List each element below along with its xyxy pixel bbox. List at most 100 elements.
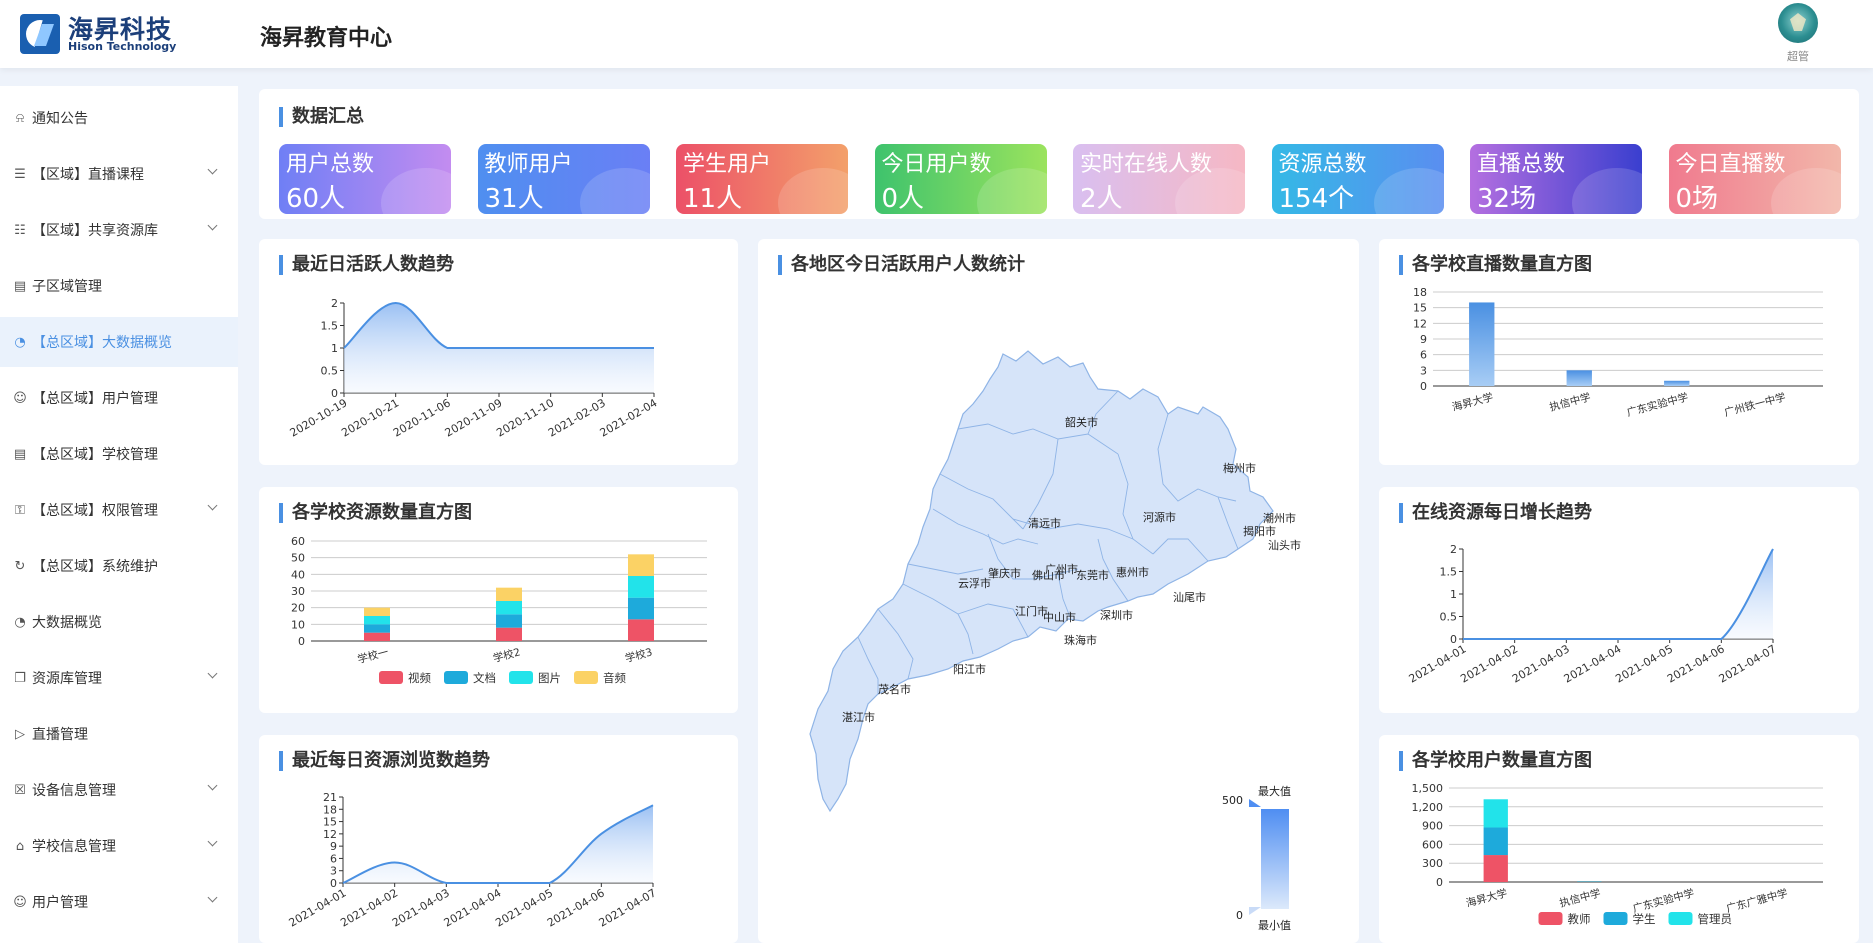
city-label[interactable]: 河源市: [1143, 510, 1176, 524]
sidebar-item-13[interactable]: ⌂ 学校信息管理: [0, 821, 238, 871]
city-label[interactable]: 梅州市: [1223, 461, 1256, 475]
x-tick-label: 执信中学: [1548, 390, 1592, 413]
x-tick-label: 2021-04-02: [338, 886, 400, 929]
bar-segment: [1483, 827, 1508, 856]
y-tick-label: 40: [291, 568, 305, 581]
stat-card[interactable]: 用户总数 60人: [279, 144, 451, 214]
city-label[interactable]: 广州市: [1045, 562, 1078, 576]
city-label[interactable]: 珠海市: [1064, 633, 1097, 647]
stat-card-label: 今日用户数: [881, 152, 992, 177]
sidebar-item-1[interactable]: ☰ 【区域】直播课程: [0, 149, 238, 199]
visual-map-handle-top[interactable]: [1249, 799, 1261, 807]
city-label[interactable]: 潮州市: [1263, 511, 1296, 525]
city-label[interactable]: 韶关市: [1065, 415, 1098, 429]
region-borders: [857, 390, 1239, 694]
sidebar-item-11[interactable]: ▷ 直播管理: [0, 709, 238, 759]
stat-card-label: 用户总数: [286, 152, 375, 177]
legend-label: 音频: [603, 671, 626, 685]
x-tick-label: 2021-02-04: [598, 396, 660, 439]
summary-title: 数据汇总: [279, 107, 364, 127]
bar-segment: [628, 554, 654, 576]
visual-map[interactable]: 最大值 最小值 500 0: [1222, 784, 1291, 932]
city-label[interactable]: 惠州市: [1116, 565, 1149, 579]
sidebar-item-10[interactable]: ❐ 资源库管理: [0, 653, 238, 703]
pie-chart-icon: ◔: [14, 614, 26, 630]
stat-card-label: 直播总数: [1477, 152, 1566, 177]
chevron-down-icon[interactable]: [207, 780, 218, 791]
city-label[interactable]: 揭阳市: [1243, 524, 1276, 538]
key-icon: ⚿: [15, 502, 25, 518]
city-label[interactable]: 深圳市: [1100, 608, 1133, 622]
brand-logo[interactable]: 海昇科技 Hison Technology: [20, 12, 180, 56]
city-label[interactable]: 汕头市: [1268, 538, 1301, 552]
chevron-down-icon[interactable]: [207, 220, 218, 231]
city-label[interactable]: 东莞市: [1076, 568, 1109, 582]
city-label[interactable]: 清远市: [1028, 516, 1061, 530]
visual-map-handle-bottom[interactable]: [1249, 907, 1261, 915]
city-label[interactable]: 佛山市: [1032, 568, 1065, 582]
sidebar-item-2[interactable]: ☷ 【区域】共享资源库: [0, 205, 238, 255]
stat-card[interactable]: 今日直播数 0场: [1668, 144, 1841, 214]
refresh-icon: ↻: [14, 558, 26, 574]
x-tick-label: 2021-04-05: [1613, 642, 1675, 685]
pie-chart-icon: ◔: [14, 334, 26, 350]
stat-card[interactable]: 教师用户 31人: [477, 144, 650, 214]
logo-icon: [20, 14, 60, 54]
bar-segment: [364, 616, 390, 625]
stat-card-value: 11人: [683, 184, 743, 214]
sidebar-item-4[interactable]: ◔ 【总区域】大数据概览: [0, 317, 238, 367]
visual-map-bar[interactable]: [1261, 809, 1289, 909]
sidebar-item-label: 【总区域】用户管理: [32, 391, 158, 407]
sidebar-item-12[interactable]: ☒ 设备信息管理: [0, 765, 238, 815]
city-label[interactable]: 中山市: [1043, 610, 1076, 624]
city-label[interactable]: 江门市: [1015, 604, 1048, 618]
city-label[interactable]: 汕尾市: [1173, 590, 1206, 604]
sidebar-item-label: 通知公告: [32, 111, 88, 127]
guangdong-province-shape[interactable]: [809, 350, 1274, 813]
stat-card[interactable]: 直播总数 32场: [1470, 144, 1642, 214]
browse-trend-chart: 0369121518212021-04-012021-04-022021-04-…: [287, 791, 659, 930]
stat-card[interactable]: 今日用户数 0人: [874, 144, 1047, 214]
x-tick-label: 2021-04-06: [1665, 642, 1727, 685]
sidebar-item-14[interactable]: ☺ 用户管理: [0, 877, 238, 927]
sidebar-item-9[interactable]: ◔ 大数据概览: [0, 597, 238, 647]
sidebar-item-5[interactable]: ☺ 【总区域】用户管理: [0, 373, 238, 423]
y-tick-label: 9: [330, 840, 337, 853]
sidebar-item-7[interactable]: ⚿ 【总区域】权限管理: [0, 485, 238, 535]
chevron-down-icon[interactable]: [207, 836, 218, 847]
chevron-down-icon[interactable]: [207, 668, 218, 679]
x-tick-label: 2021-04-07: [1717, 642, 1779, 685]
chevron-down-icon[interactable]: [207, 164, 218, 175]
avatar[interactable]: [1778, 3, 1818, 43]
user-name[interactable]: 超管: [1787, 50, 1809, 63]
chevron-down-icon[interactable]: [207, 892, 218, 903]
x-tick-label: 2021-04-07: [597, 886, 659, 929]
stat-card[interactable]: 学生用户 11人: [676, 144, 848, 214]
visual-map-min-label: 最小值: [1258, 919, 1291, 932]
sidebar-item-0[interactable]: ⍾ 通知公告: [0, 93, 238, 143]
y-tick-label: 15: [323, 816, 337, 829]
stat-card[interactable]: 资源总数 154个: [1271, 144, 1444, 214]
sidebar-item-label: 【总区域】学校管理: [32, 447, 158, 463]
city-label[interactable]: 湛江市: [842, 710, 875, 724]
y-tick-label: 0: [1436, 876, 1443, 889]
chevron-down-icon[interactable]: [207, 500, 218, 511]
x-tick-label: 学校一: [356, 645, 390, 666]
city-label[interactable]: 云浮市: [958, 576, 991, 590]
sidebar-item-3[interactable]: ▤ 子区域管理: [0, 261, 238, 311]
y-tick-label: 300: [1422, 857, 1443, 870]
y-tick-label: 1.5: [1440, 566, 1458, 579]
folder-icon: ❐: [14, 670, 26, 686]
stat-card-value: 154个: [1278, 184, 1355, 214]
legend-label: 图片: [538, 671, 561, 685]
city-label[interactable]: 肇庆市: [988, 566, 1021, 580]
y-tick-label: 15: [1413, 302, 1427, 315]
sidebar-item-6[interactable]: ▤ 【总区域】学校管理: [0, 429, 238, 479]
city-label[interactable]: 茂名市: [878, 682, 911, 696]
y-tick-label: 1: [1450, 588, 1457, 601]
sidebar-item-8[interactable]: ↻ 【总区域】系统维护: [0, 541, 238, 591]
stat-card[interactable]: 实时在线人数 2人: [1073, 144, 1245, 214]
city-label[interactable]: 阳江市: [953, 662, 986, 676]
y-tick-label: 12: [1413, 317, 1427, 330]
